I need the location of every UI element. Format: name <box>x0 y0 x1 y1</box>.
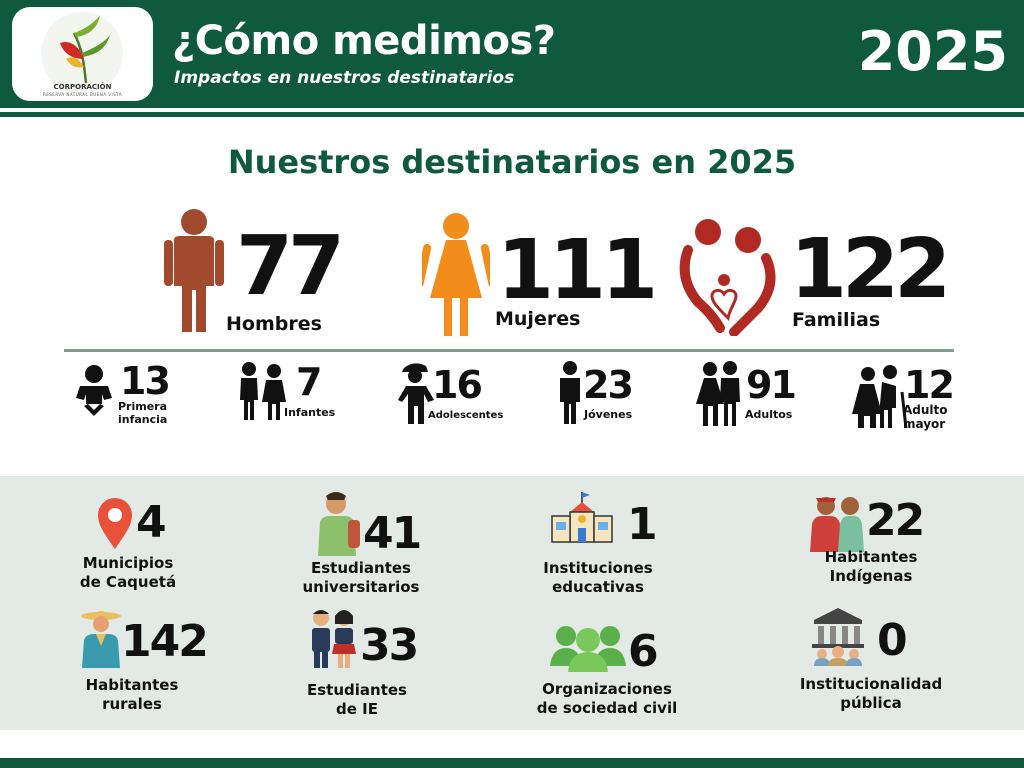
government-building-icon <box>812 608 864 666</box>
early-childhood-label: Primera infancia <box>118 400 168 426</box>
educational-institutions-count: 1 <box>627 499 658 550</box>
page-title: ¿Cómo medimos? <box>172 18 556 64</box>
school-students-icon <box>312 610 356 668</box>
children-icon <box>240 362 286 420</box>
men-count: 77 <box>236 219 345 314</box>
man-icon <box>164 209 224 332</box>
youth-label: Jóvenes <box>584 408 633 421</box>
elderly-icon <box>852 365 908 429</box>
logo: CORPORACIÓN RESERVA NATURAL BUENA VISTA <box>12 7 153 101</box>
women-count: 111 <box>497 223 658 318</box>
baby-icon <box>76 365 112 416</box>
university-students-count: 41 <box>363 508 422 559</box>
men-label: Hombres <box>226 313 322 335</box>
public-institutions-count: 0 <box>877 615 908 666</box>
section-divider <box>64 349 954 352</box>
ie-students-count: 33 <box>360 620 419 671</box>
elderly-label: Adulto mayor <box>903 403 948 431</box>
logo-name: CORPORACIÓN <box>53 83 112 91</box>
year-label: 2025 <box>857 20 1008 83</box>
section-title: Nuestros destinatarios en 2025 <box>227 143 797 181</box>
families-count: 122 <box>790 222 951 317</box>
elderly-count: 12 <box>904 363 955 407</box>
families-label: Familias <box>792 309 881 331</box>
ie-students-label: Estudiantes de IE <box>307 681 407 718</box>
indigenous-people-icon <box>810 497 864 552</box>
rural-count: 142 <box>121 616 209 667</box>
leaf-logo-icon <box>60 15 110 84</box>
young-person-icon <box>560 361 580 424</box>
indigenous-count: 22 <box>866 495 925 546</box>
footer-bar <box>0 758 1024 768</box>
civil-organizations-count: 6 <box>628 626 659 677</box>
community-group-icon <box>550 626 626 672</box>
adults-count: 91 <box>746 363 797 407</box>
header-banner <box>0 0 1024 108</box>
public-institutions-label: Institucionalidad pública <box>799 675 943 712</box>
early-childhood-count: 13 <box>120 359 171 403</box>
adolescents-count: 16 <box>432 363 483 407</box>
teen-icon <box>398 363 434 424</box>
school-icon <box>551 492 613 543</box>
adults-icon <box>696 361 740 426</box>
family-heart-icon <box>679 219 776 336</box>
educational-institutions-label: Instituciones educativas <box>543 559 653 596</box>
logo-subtitle: RESERVA NATURAL BUENA VISTA <box>42 92 123 97</box>
municipalities-label: Municipios de Caquetá <box>79 554 177 591</box>
adults-label: Adultos <box>745 408 793 421</box>
adolescents-label: Adolescentes <box>428 410 504 421</box>
infants-count: 7 <box>296 360 322 404</box>
farmer-icon <box>81 611 121 668</box>
youth-count: 23 <box>583 363 634 407</box>
woman-icon <box>422 213 490 336</box>
location-pin-icon <box>98 498 132 549</box>
civil-organizations-label: Organizaciones de sociedad civil <box>536 680 678 717</box>
women-label: Mujeres <box>495 308 581 330</box>
page-subtitle: Impactos en nuestros destinatarios <box>174 68 515 88</box>
university-students-label: Estudiantes universitarios <box>302 559 420 596</box>
header-divider-line <box>0 112 1024 117</box>
university-student-icon <box>318 492 360 556</box>
rural-label: Habitantes rurales <box>85 676 179 713</box>
municipalities-count: 4 <box>136 497 167 548</box>
indigenous-label: Habitantes Indígenas <box>824 548 918 585</box>
infants-label: Infantes <box>284 406 336 419</box>
